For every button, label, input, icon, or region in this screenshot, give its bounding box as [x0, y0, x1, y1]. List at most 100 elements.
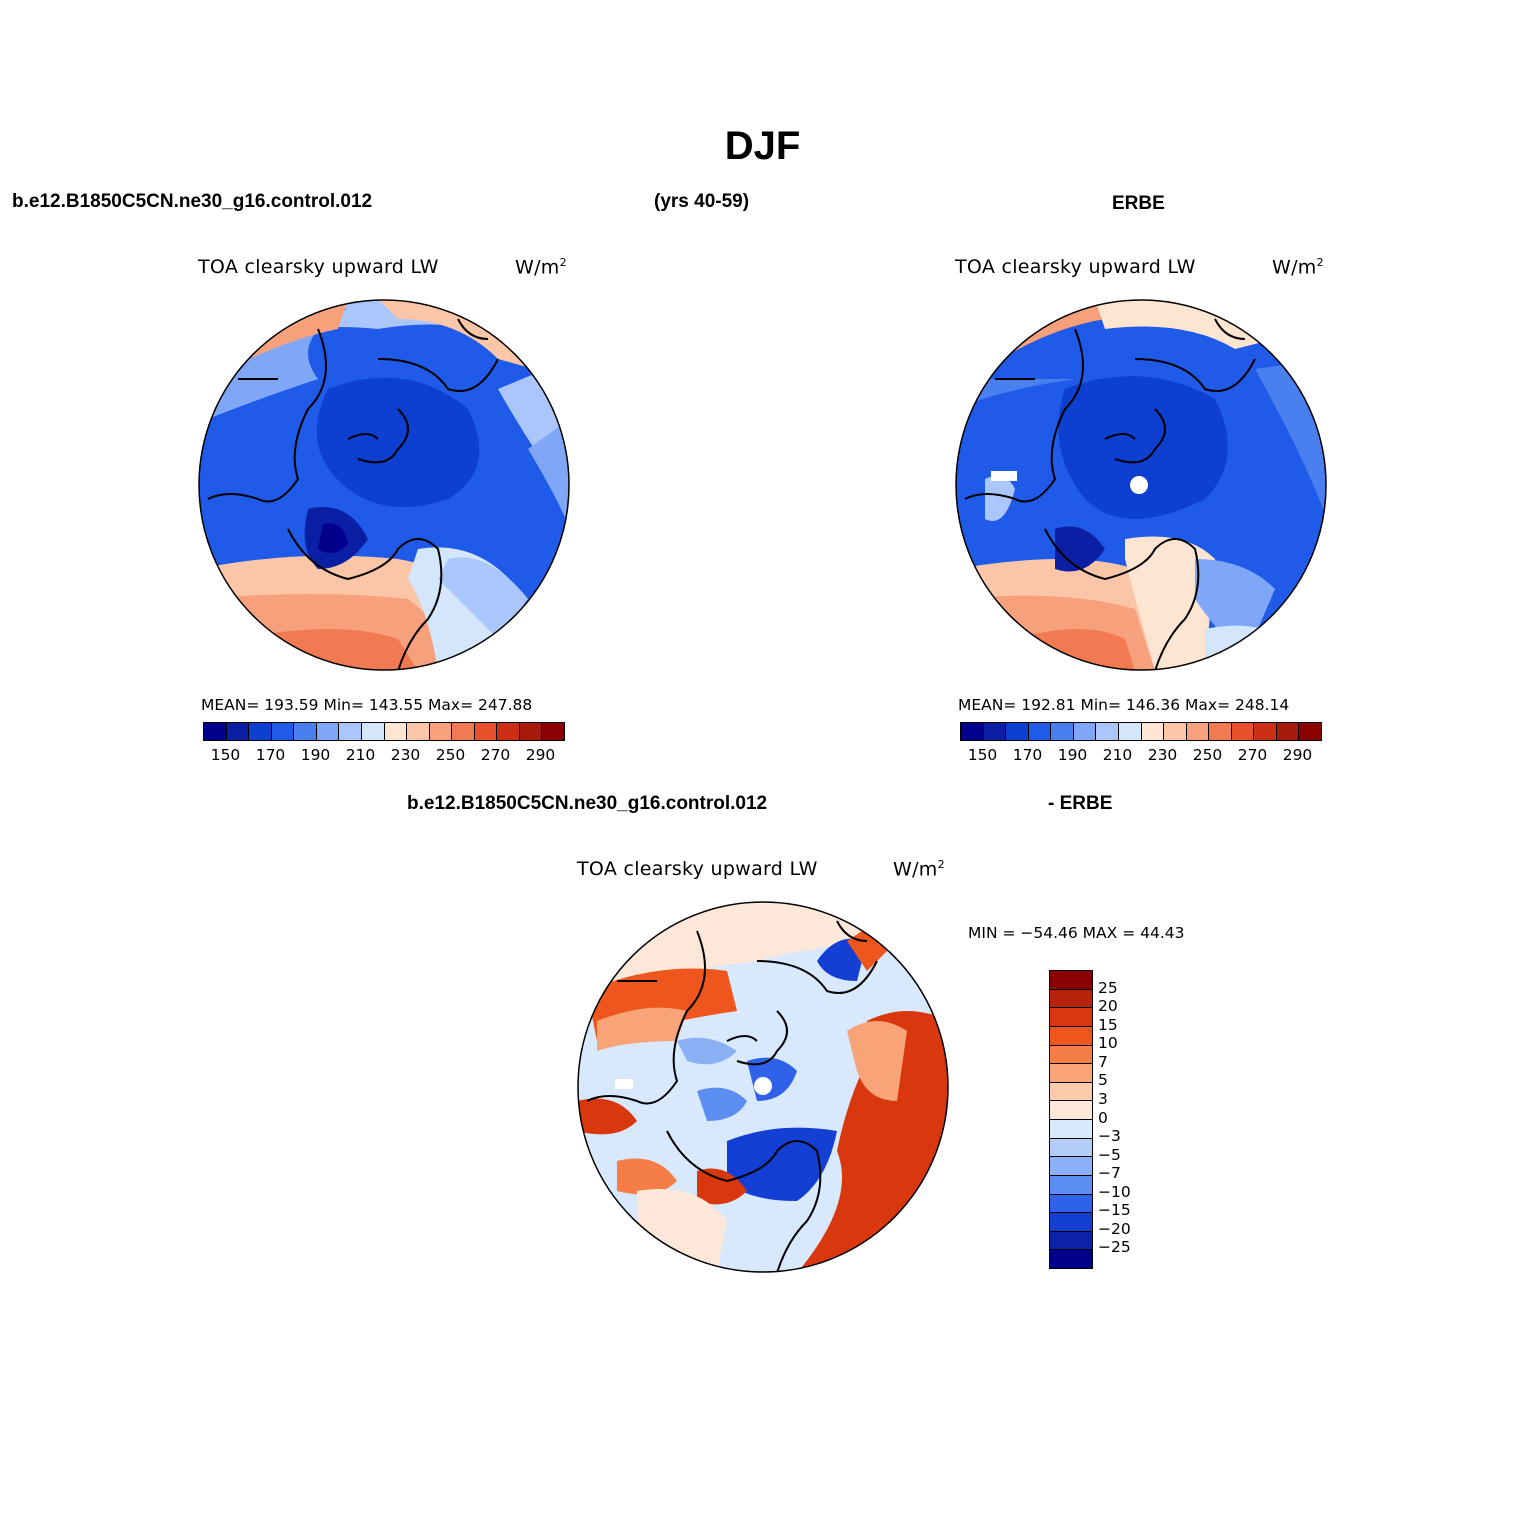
colorbar-tick-label: 270 [480, 746, 511, 764]
colorbar-tick-label: 20 [1098, 997, 1118, 1016]
colorbar-swatch [1164, 723, 1187, 740]
diff-panel-units: W/m2 [893, 858, 945, 881]
model-polar-map [198, 299, 570, 671]
colorbar-swatch [1254, 723, 1277, 740]
colorbar-swatch [1050, 1082, 1092, 1102]
colorbar-tick-label: −25 [1098, 1238, 1131, 1257]
colorbar-swatch [1141, 723, 1165, 740]
colorbar-swatch [497, 723, 520, 740]
colorbar-swatch [1050, 1157, 1092, 1176]
colorbar-swatch [1050, 1194, 1092, 1214]
colorbar-swatch [452, 723, 475, 740]
colorbar-tick-label: 7 [1098, 1052, 1108, 1071]
colorbar-swatch [1050, 971, 1092, 990]
colorbar-swatch [294, 723, 317, 740]
colorbar-swatch [1050, 1026, 1092, 1046]
colorbar-swatch [1209, 723, 1232, 740]
colorbar-tick-label: 230 [1147, 746, 1178, 764]
colorbar-tick-label: 170 [1012, 746, 1043, 764]
diff-stats: MIN = −54.46 MAX = 44.43 [968, 924, 1185, 942]
colorbar-swatch [1050, 1175, 1092, 1195]
colorbar-swatch [316, 723, 340, 740]
colorbar-swatch [1028, 723, 1052, 740]
colorbar-tick-label: −3 [1098, 1127, 1121, 1146]
years-label: (yrs 40-59) [654, 191, 750, 212]
colorbar-swatch [1276, 723, 1300, 740]
colorbar-tick-label: 190 [1057, 746, 1088, 764]
colorbar-tick-label: 250 [435, 746, 466, 764]
colorbar-tick-label: −10 [1098, 1182, 1131, 1201]
colorbar-tick-label: 25 [1098, 978, 1118, 997]
colorbar-swatch [1231, 723, 1255, 740]
model-colorbar [203, 722, 565, 741]
colorbar-tick-label: 290 [1282, 746, 1313, 764]
colorbar-tick-label: 170 [255, 746, 286, 764]
colorbar-swatch [429, 723, 453, 740]
colorbar-tick-label: 210 [345, 746, 376, 764]
model-panel-units: W/m2 [515, 256, 567, 279]
colorbar-swatch [1050, 1231, 1092, 1251]
colorbar-tick-label: −20 [1098, 1219, 1131, 1238]
colorbar-swatch [542, 723, 564, 740]
colorbar-swatch [407, 723, 430, 740]
colorbar-swatch [271, 723, 295, 740]
colorbar-swatch [1186, 723, 1210, 740]
colorbar-swatch [519, 723, 543, 740]
obs-panel-title: TOA clearsky upward LW [955, 256, 1196, 278]
colorbar-tick-label: 3 [1098, 1089, 1108, 1108]
colorbar-tick-label: −5 [1098, 1145, 1121, 1164]
colorbar-swatch [384, 723, 408, 740]
colorbar-swatch [339, 723, 362, 740]
colorbar-swatch [204, 723, 227, 740]
colorbar-tick-label: 15 [1098, 1015, 1118, 1034]
colorbar-swatch [1096, 723, 1119, 740]
diff-case-name: b.e12.B1850C5CN.ne30_g16.control.012 [407, 793, 768, 814]
model-stats: MEAN= 193.59 Min= 143.55 Max= 247.88 [201, 696, 533, 714]
colorbar-tick-label: 0 [1098, 1108, 1108, 1127]
colorbar-tick-label: 150 [967, 746, 998, 764]
colorbar-tick-label: 5 [1098, 1071, 1108, 1090]
colorbar-tick-label: −7 [1098, 1164, 1121, 1183]
colorbar-swatch [1050, 1138, 1092, 1158]
model-panel-title: TOA clearsky upward LW [198, 256, 439, 278]
colorbar-swatch [474, 723, 498, 740]
colorbar-tick-label: 150 [210, 746, 241, 764]
colorbar-swatch [1050, 1120, 1092, 1139]
colorbar-tick-label: 10 [1098, 1034, 1118, 1053]
obs-polar-map [955, 299, 1327, 671]
colorbar-swatch [1050, 1008, 1092, 1027]
colorbar-tick-label: 230 [390, 746, 421, 764]
colorbar-swatch [1050, 989, 1092, 1009]
obs-name: ERBE [1112, 193, 1165, 214]
colorbar-tick-label: 210 [1102, 746, 1133, 764]
colorbar-swatch [1050, 1101, 1092, 1120]
obs-colorbar [960, 722, 1322, 741]
colorbar-swatch [361, 723, 385, 740]
colorbar-tick-label: 190 [300, 746, 331, 764]
colorbar-swatch [1050, 1250, 1092, 1268]
colorbar-swatch [961, 723, 984, 740]
diff-polar-map [577, 901, 949, 1273]
diff-obs-name: - ERBE [1048, 793, 1113, 814]
colorbar-swatch [1050, 1064, 1092, 1083]
obs-stats: MEAN= 192.81 Min= 146.36 Max= 248.14 [958, 696, 1290, 714]
figure-title: DJF [724, 124, 801, 168]
colorbar-swatch [249, 723, 272, 740]
case-name: b.e12.B1850C5CN.ne30_g16.control.012 [12, 191, 373, 212]
colorbar-swatch [983, 723, 1007, 740]
colorbar-swatch [1299, 723, 1321, 740]
colorbar-swatch [1118, 723, 1142, 740]
colorbar-swatch [1073, 723, 1097, 740]
obs-panel-units: W/m2 [1272, 256, 1324, 279]
colorbar-tick-label: 270 [1237, 746, 1268, 764]
colorbar-swatch [1006, 723, 1029, 740]
colorbar-tick-label: 250 [1192, 746, 1223, 764]
colorbar-swatch [1050, 1045, 1092, 1065]
colorbar-tick-label: 290 [525, 746, 556, 764]
colorbar-swatch [1051, 723, 1074, 740]
colorbar-swatch [226, 723, 250, 740]
diff-colorbar [1049, 970, 1093, 1269]
colorbar-tick-label: −15 [1098, 1201, 1131, 1220]
diff-panel-title: TOA clearsky upward LW [577, 858, 818, 880]
colorbar-swatch [1050, 1213, 1092, 1232]
